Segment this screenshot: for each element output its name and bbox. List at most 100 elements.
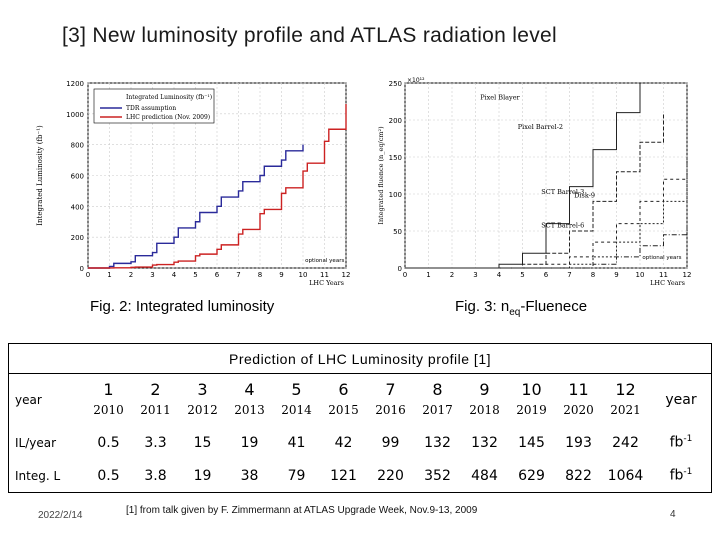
series-label: SCT Barrel-6 xyxy=(541,221,584,229)
il-cell: 132 xyxy=(471,434,498,451)
year-index: 4 xyxy=(244,380,255,399)
y-tick-label: 200 xyxy=(389,117,402,125)
year-cell: 11 2020 xyxy=(555,374,602,426)
il-cell: 193 xyxy=(565,434,592,451)
fb-unit-text: fb xyxy=(669,467,684,484)
y-tick-label: 100 xyxy=(389,191,402,199)
series-line-0 xyxy=(405,83,641,269)
il-cell: 42 xyxy=(334,434,353,451)
year-value: 2011 xyxy=(140,403,171,417)
il-cell: 145 xyxy=(518,434,545,451)
fig3-caption: Fig. 3: neq-Fluenece xyxy=(455,298,588,318)
il-cell: 3.3 xyxy=(144,434,167,451)
x-tick-label: 11 xyxy=(659,271,668,279)
integ-cell: 19 xyxy=(193,467,212,484)
year-index: 8 xyxy=(432,380,443,399)
legend-title: Integrated Luminosity (fb⁻¹) xyxy=(126,94,212,101)
x-tick-label: 10 xyxy=(636,271,645,279)
year-cell: 2 2011 xyxy=(132,374,179,426)
y-tick-label: 1200 xyxy=(66,80,84,88)
x-tick-label: 1 xyxy=(107,271,111,279)
x-tick-label: 12 xyxy=(683,271,692,279)
table-title: Prediction of LHC Luminosity profile [1] xyxy=(8,343,712,374)
x-tick-label: 12 xyxy=(342,271,351,279)
series-line-0 xyxy=(88,144,304,269)
year-index: 6 xyxy=(338,380,349,399)
series-label: Pixel Barrel-2 xyxy=(518,123,563,131)
y-tick-label: 600 xyxy=(71,173,84,181)
y-tick-label: 50 xyxy=(393,228,402,236)
year-cell: 6 2015 xyxy=(320,374,367,426)
fig2-caption: Fig. 2: Integrated luminosity xyxy=(90,298,275,315)
series-label: SCT Barrel-3 xyxy=(541,188,584,196)
x-tick-label: 4 xyxy=(497,271,502,279)
y-tick-label: 1000 xyxy=(66,111,84,119)
integ-cell: 38 xyxy=(240,467,259,484)
slide-date: 2022/2/14 xyxy=(38,510,83,521)
year-value: 2017 xyxy=(422,403,453,417)
row-label-integ: Integ. L xyxy=(15,468,61,483)
fb-unit-exp: -1 xyxy=(683,467,693,478)
x-tick-label: 3 xyxy=(473,271,477,279)
x-tick-label: 0 xyxy=(86,271,90,279)
il-cell: 15 xyxy=(193,434,212,451)
integ-cell: 484 xyxy=(471,467,498,484)
series-label: Pixel Blayer xyxy=(480,93,520,101)
il-cell: 19 xyxy=(240,434,259,451)
x-tick-label: 7 xyxy=(567,271,571,279)
legend-label-tdr: TDR assumption xyxy=(126,105,176,112)
integ-cell: 220 xyxy=(377,467,404,484)
year-value: 2016 xyxy=(375,403,406,417)
year-cell: 9 2018 xyxy=(461,374,508,426)
year-index: 9 xyxy=(479,380,490,399)
year-cell: 12 2021 xyxy=(602,374,649,426)
fb-unit: fb-1 xyxy=(649,459,713,492)
year-value: 2018 xyxy=(469,403,500,417)
y-tick-label: 0 xyxy=(398,265,402,273)
x-tick-label: 8 xyxy=(591,271,595,279)
y-tick-label: 150 xyxy=(389,154,402,162)
integ-cell: 629 xyxy=(518,467,545,484)
integ-cell: 121 xyxy=(330,467,357,484)
row-label-year: year xyxy=(15,393,42,407)
y-tick-label: 800 xyxy=(71,142,84,150)
il-cell: 132 xyxy=(424,434,451,451)
series-line-4 xyxy=(405,223,688,269)
exponent-label: ×10¹² xyxy=(407,77,425,84)
year-index: 2 xyxy=(150,380,161,399)
year-cell: 7 2016 xyxy=(367,374,414,426)
year-index: 3 xyxy=(197,380,208,399)
integ-cell: 822 xyxy=(565,467,592,484)
x-axis-label: LHC Years xyxy=(650,279,685,287)
x-tick-label: 11 xyxy=(320,271,329,279)
series-line-1 xyxy=(88,103,347,269)
x-tick-label: 10 xyxy=(299,271,308,279)
year-index: 12 xyxy=(615,380,636,399)
integ-cell: 79 xyxy=(287,467,306,484)
x-tick-label: 2 xyxy=(450,271,454,279)
reference-footnote: [1] from talk given by F. Zimmermann at … xyxy=(126,505,478,516)
x-tick-label: 4 xyxy=(172,271,177,279)
x-tick-label: 0 xyxy=(403,271,407,279)
year-index: 5 xyxy=(291,380,302,399)
x-tick-label: 8 xyxy=(258,271,262,279)
year-value: 2015 xyxy=(328,403,359,417)
x-tick-label: 6 xyxy=(544,271,549,279)
annotation: optional years xyxy=(305,258,344,264)
year-cell: 1 2010 xyxy=(85,374,132,426)
integ-cell: 352 xyxy=(424,467,451,484)
year-index: 1 xyxy=(103,380,114,399)
year-value: 2013 xyxy=(234,403,265,417)
fb-unit-exp: -1 xyxy=(683,434,693,445)
page-number: 4 xyxy=(670,509,676,520)
x-tick-label: 9 xyxy=(614,271,618,279)
integ-cell: 3.8 xyxy=(144,467,167,484)
year-cell: 3 2012 xyxy=(179,374,226,426)
x-tick-label: 9 xyxy=(279,271,283,279)
y-tick-label: 250 xyxy=(389,80,402,88)
fb-unit: fb-1 xyxy=(649,426,713,459)
slide-title: [3] New luminosity profile and ATLAS rad… xyxy=(62,24,557,47)
year-cell: 5 2014 xyxy=(273,374,320,426)
